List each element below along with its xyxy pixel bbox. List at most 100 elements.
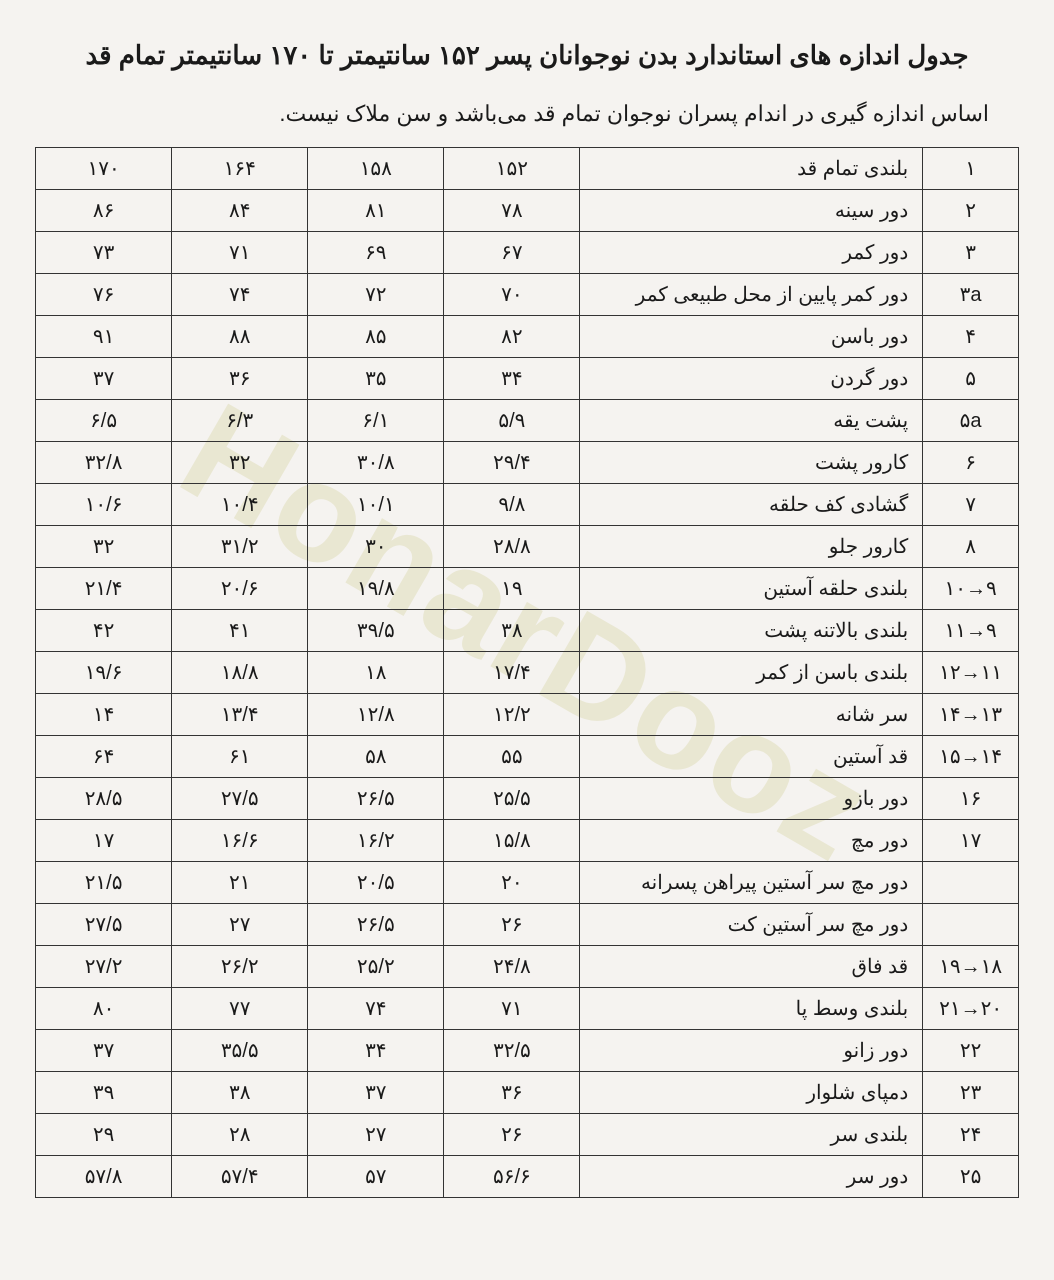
- row-index: ۱۴→۱۵: [923, 736, 1019, 778]
- table-row: ۱۳→۱۴سر شانه۱۲/۲۱۲/۸۱۳/۴۱۴: [36, 694, 1019, 736]
- row-index: ۶: [923, 442, 1019, 484]
- table-row: ۲۵دور سر۵۶/۶۵۷۵۷/۴۵۷/۸: [36, 1156, 1019, 1198]
- row-value: ۱۹/۶: [36, 652, 172, 694]
- row-value: ۳۷: [36, 358, 172, 400]
- page-title: جدول اندازه های استاندارد بدن نوجوانان پ…: [35, 40, 1019, 71]
- table-row: دور مچ سر آستین کت۲۶۲۶/۵۲۷۲۷/۵: [36, 904, 1019, 946]
- row-value: ۱۲/۲: [444, 694, 580, 736]
- row-value: ۳۲/۸: [36, 442, 172, 484]
- row-label: سر شانه: [580, 694, 923, 736]
- row-index: ۲۵: [923, 1156, 1019, 1198]
- row-value: ۲۱/۵: [36, 862, 172, 904]
- row-index: ۳: [923, 232, 1019, 274]
- row-label: دور مچ سر آستین پیراهن پسرانه: [580, 862, 923, 904]
- row-value: ۱۶/۶: [172, 820, 308, 862]
- row-value: ۹۱: [36, 316, 172, 358]
- row-value: ۸۰: [36, 988, 172, 1030]
- row-label: کارور جلو: [580, 526, 923, 568]
- row-value: ۲۸/۸: [444, 526, 580, 568]
- row-value: ۱۷۰: [36, 148, 172, 190]
- row-value: ۳۷: [308, 1072, 444, 1114]
- row-value: ۷۰: [444, 274, 580, 316]
- row-value: ۱۹/۸: [308, 568, 444, 610]
- row-label: بلندی تمام قد: [580, 148, 923, 190]
- row-value: ۲۶/۲: [172, 946, 308, 988]
- page-subtitle: اساس اندازه گیری در اندام پسران نوجوان ت…: [35, 101, 1019, 127]
- row-value: ۳۹: [36, 1072, 172, 1114]
- row-value: ۷۴: [308, 988, 444, 1030]
- row-value: ۲۵/۵: [444, 778, 580, 820]
- row-value: ۱۸/۸: [172, 652, 308, 694]
- row-label: قد آستین: [580, 736, 923, 778]
- row-value: ۵/۹: [444, 400, 580, 442]
- row-value: ۲۹: [36, 1114, 172, 1156]
- row-index: ۱۶: [923, 778, 1019, 820]
- table-row: ۳aدور کمر پایین از محل طبیعی کمر۷۰۷۲۷۴۷۶: [36, 274, 1019, 316]
- table-row: ۱۸→۱۹قد فاق۲۴/۸۲۵/۲۲۶/۲۲۷/۲: [36, 946, 1019, 988]
- row-label: دور کمر: [580, 232, 923, 274]
- row-value: ۲۷/۲: [36, 946, 172, 988]
- row-value: ۸۱: [308, 190, 444, 232]
- row-index: ۲: [923, 190, 1019, 232]
- row-label: دور بازو: [580, 778, 923, 820]
- row-value: ۳۷: [36, 1030, 172, 1072]
- row-value: ۵۷: [308, 1156, 444, 1198]
- row-value: ۱۶/۲: [308, 820, 444, 862]
- row-value: ۶/۱: [308, 400, 444, 442]
- row-value: ۲۹/۴: [444, 442, 580, 484]
- row-label: دور سر: [580, 1156, 923, 1198]
- row-index: ۳a: [923, 274, 1019, 316]
- row-label: دور مچ سر آستین کت: [580, 904, 923, 946]
- row-label: کارور پشت: [580, 442, 923, 484]
- row-value: ۱۶۴: [172, 148, 308, 190]
- table-row: ۵aپشت یقه۵/۹۶/۱۶/۳۶/۵: [36, 400, 1019, 442]
- table-row: ۲۴بلندی سر۲۶۲۷۲۸۲۹: [36, 1114, 1019, 1156]
- row-index: ۹→۱۱: [923, 610, 1019, 652]
- row-label: گشادی کف حلقه: [580, 484, 923, 526]
- row-index: ۱۸→۱۹: [923, 946, 1019, 988]
- table-row: ۲۲دور زانو۳۲/۵۳۴۳۵/۵۳۷: [36, 1030, 1019, 1072]
- row-value: ۲۶/۵: [308, 904, 444, 946]
- row-index: ۱۱→۱۲: [923, 652, 1019, 694]
- row-index: ۱۷: [923, 820, 1019, 862]
- row-value: ۷۲: [308, 274, 444, 316]
- row-label: دور سینه: [580, 190, 923, 232]
- row-value: ۲۵/۲: [308, 946, 444, 988]
- row-value: ۶/۵: [36, 400, 172, 442]
- row-label: دور باسن: [580, 316, 923, 358]
- row-value: ۷۷: [172, 988, 308, 1030]
- row-value: ۲۱/۴: [36, 568, 172, 610]
- row-index: ۲۴: [923, 1114, 1019, 1156]
- row-value: ۵۵: [444, 736, 580, 778]
- table-row: ۱۱→۱۲بلندی باسن از کمر۱۷/۴۱۸۱۸/۸۱۹/۶: [36, 652, 1019, 694]
- row-label: بلندی حلقه آستین: [580, 568, 923, 610]
- row-value: ۵۷/۴: [172, 1156, 308, 1198]
- row-index: ۴: [923, 316, 1019, 358]
- row-label: پشت یقه: [580, 400, 923, 442]
- row-value: ۲۶/۵: [308, 778, 444, 820]
- table-row: ۷گشادی کف حلقه۹/۸۱۰/۱۱۰/۴۱۰/۶: [36, 484, 1019, 526]
- row-value: ۳۶: [172, 358, 308, 400]
- row-value: ۱۷: [36, 820, 172, 862]
- row-value: ۳۸: [172, 1072, 308, 1114]
- row-value: ۱۰/۱: [308, 484, 444, 526]
- row-value: ۳۲/۵: [444, 1030, 580, 1072]
- row-value: ۳۶: [444, 1072, 580, 1114]
- row-value: ۱۳/۴: [172, 694, 308, 736]
- row-label: بلندی باسن از کمر: [580, 652, 923, 694]
- row-value: ۳۵/۵: [172, 1030, 308, 1072]
- row-value: ۳۹/۵: [308, 610, 444, 652]
- row-value: ۶۱: [172, 736, 308, 778]
- row-index: ۲۲: [923, 1030, 1019, 1072]
- table-row: ۲۳دمپای شلوار۳۶۳۷۳۸۳۹: [36, 1072, 1019, 1114]
- table-row: ۵دور گردن۳۴۳۵۳۶۳۷: [36, 358, 1019, 400]
- row-value: ۷۴: [172, 274, 308, 316]
- row-value: ۲۷: [308, 1114, 444, 1156]
- row-value: ۸۶: [36, 190, 172, 232]
- row-index: ۲۳: [923, 1072, 1019, 1114]
- row-value: ۷۸: [444, 190, 580, 232]
- row-value: ۲۱: [172, 862, 308, 904]
- row-value: ۹/۸: [444, 484, 580, 526]
- row-value: ۳۰: [308, 526, 444, 568]
- row-value: ۳۴: [308, 1030, 444, 1072]
